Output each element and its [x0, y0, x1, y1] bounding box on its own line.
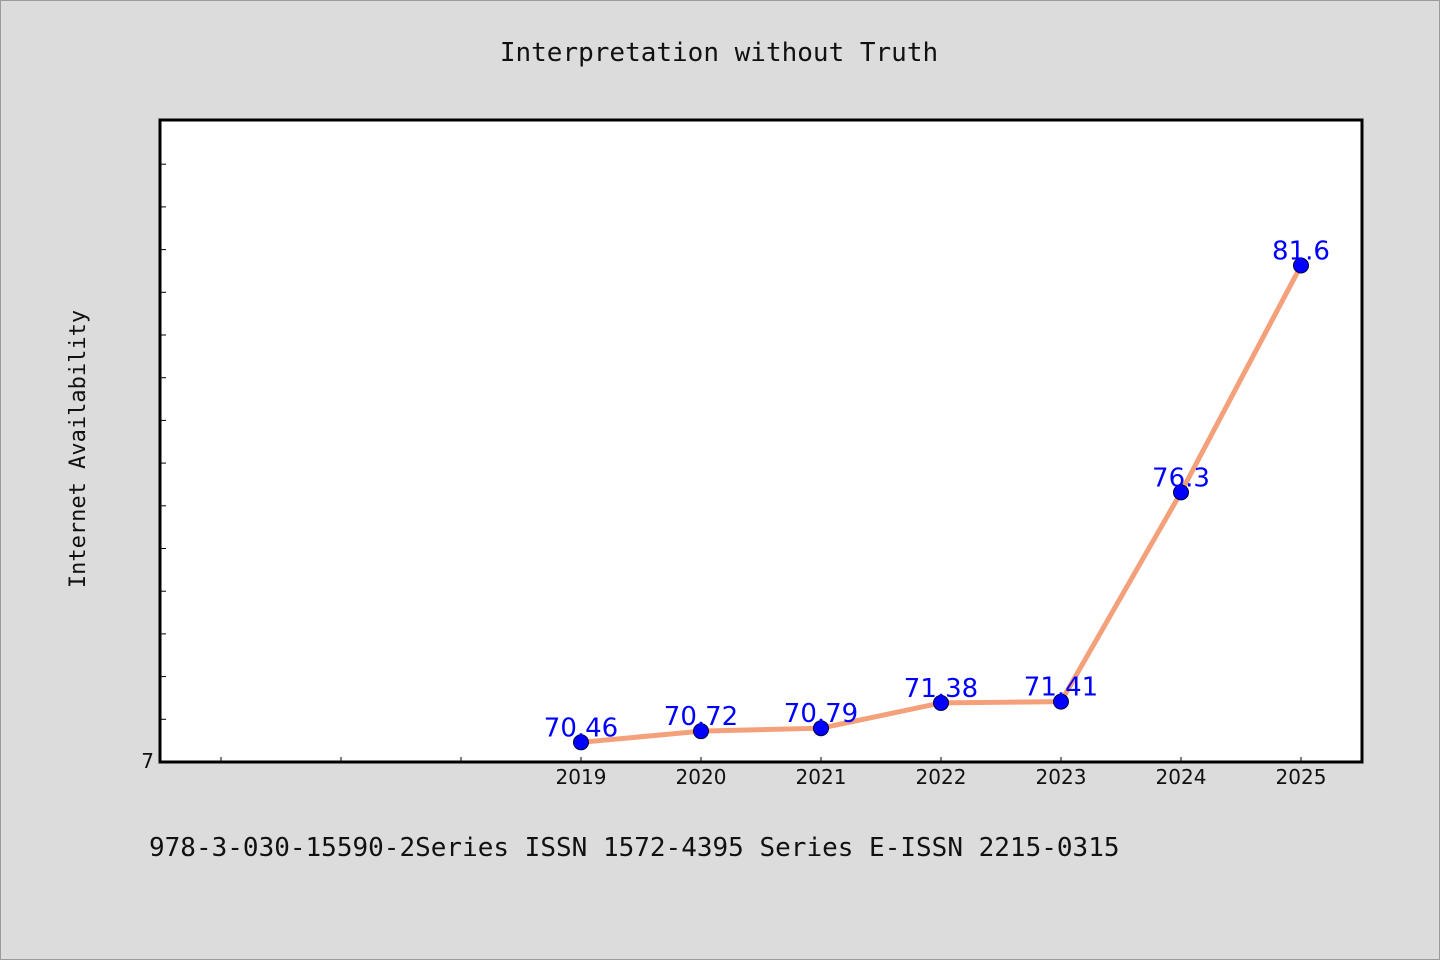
x-tick-label: 2023 — [1036, 765, 1087, 789]
plot-area — [158, 118, 1364, 764]
data-value-label: 70.46 — [544, 713, 618, 743]
chart-title: Interpretation without Truth — [500, 38, 938, 68]
x-axis-ticks: 2019 2020 2021 2022 2023 2024 2025 — [220, 757, 1327, 789]
data-value-label: 76.3 — [1152, 463, 1210, 493]
x-tick-label: 2025 — [1276, 765, 1327, 789]
data-value-label: 81.6 — [1272, 237, 1330, 267]
data-value-label: 70.79 — [784, 699, 858, 729]
data-point-marker — [693, 723, 709, 740]
series-layer: 70.46 70.72 70.79 71.38 71.41 76.3 81.6 — [544, 237, 1330, 751]
x-tick-label: 2021 — [796, 765, 847, 789]
x-tick-label: 2019 — [556, 765, 607, 789]
footer-identifier-text: 978-3-030-15590-2Series ISSN 1572-4395 S… — [149, 833, 1120, 863]
y-axis-label: Internet Availability — [66, 310, 91, 588]
x-tick-label: 2020 — [676, 765, 727, 789]
y-tick-label: 7 — [141, 749, 154, 773]
data-value-label: 71.38 — [904, 674, 978, 704]
data-point-marker — [1293, 257, 1309, 274]
x-tick-label: 2022 — [916, 765, 967, 789]
data-point-marker — [1173, 484, 1189, 501]
data-point-marker — [813, 720, 829, 737]
y-axis-ticks: 7 — [141, 163, 166, 773]
data-value-label: 71.41 — [1024, 673, 1098, 703]
data-point-marker — [933, 694, 949, 711]
x-tick-label: 2024 — [1156, 765, 1207, 789]
data-value-label: 70.72 — [664, 702, 738, 732]
data-point-marker — [1053, 693, 1069, 710]
data-point-marker — [573, 734, 589, 751]
